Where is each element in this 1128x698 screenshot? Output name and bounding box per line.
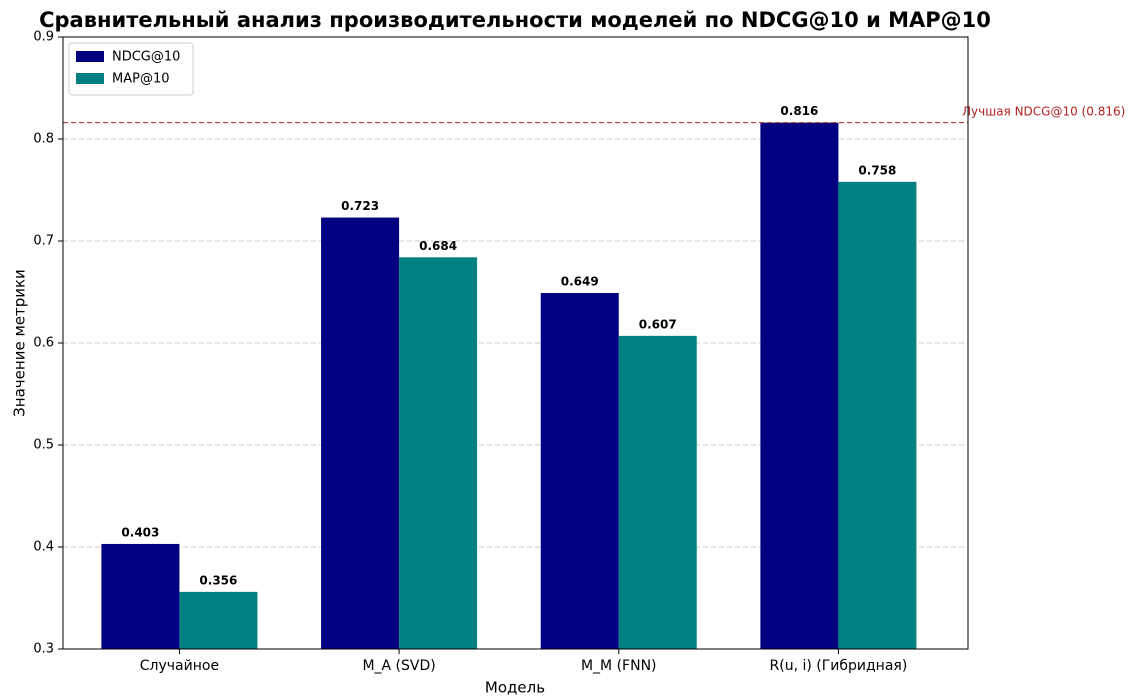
- data-label: 0.356: [199, 573, 237, 587]
- y-tick-label: 0.9: [33, 30, 54, 45]
- bar: [101, 543, 180, 649]
- bar: [618, 335, 697, 649]
- legend-label: NDCG@10: [112, 50, 180, 65]
- x-axis-label: Модель: [485, 679, 545, 697]
- data-label: 0.816: [780, 104, 818, 118]
- y-tick-label: 0.5: [33, 438, 54, 453]
- y-tick-label: 0.6: [33, 336, 54, 351]
- y-tick-label: 0.8: [33, 132, 54, 147]
- legend: NDCG@10 MAP@10: [68, 42, 194, 96]
- data-label: 0.649: [561, 275, 599, 289]
- bar: [760, 122, 839, 650]
- x-tick-label: M_A (SVD): [362, 658, 435, 674]
- x-tick-label: R(u, i) (Гибридная): [770, 658, 908, 674]
- bar: [321, 217, 400, 650]
- data-label: 0.758: [858, 163, 896, 177]
- y-tick-label: 0.3: [33, 642, 54, 657]
- bar: [540, 293, 619, 649]
- y-tick-label: 0.7: [33, 234, 54, 249]
- y-axis-label: Значение метрики: [11, 269, 29, 417]
- bar: [179, 591, 258, 649]
- legend-swatch: [76, 73, 104, 84]
- bar: [399, 257, 478, 649]
- data-label: 0.607: [639, 317, 677, 331]
- plot-frame: [62, 36, 969, 650]
- y-tick-label: 0.4: [33, 540, 54, 555]
- chart-title: Сравнительный анализ производительности …: [39, 8, 991, 32]
- data-label: 0.723: [341, 199, 379, 213]
- x-tick-label: Случайное: [140, 658, 219, 674]
- data-label: 0.403: [121, 525, 159, 539]
- reference-label: Лучшая NDCG@10 (0.816): [962, 105, 1125, 119]
- x-tick-label: M_M (FNN): [581, 658, 657, 674]
- data-label: 0.684: [419, 239, 457, 253]
- legend-swatch: [76, 51, 104, 62]
- legend-label: MAP@10: [112, 72, 170, 87]
- bar: [838, 181, 917, 649]
